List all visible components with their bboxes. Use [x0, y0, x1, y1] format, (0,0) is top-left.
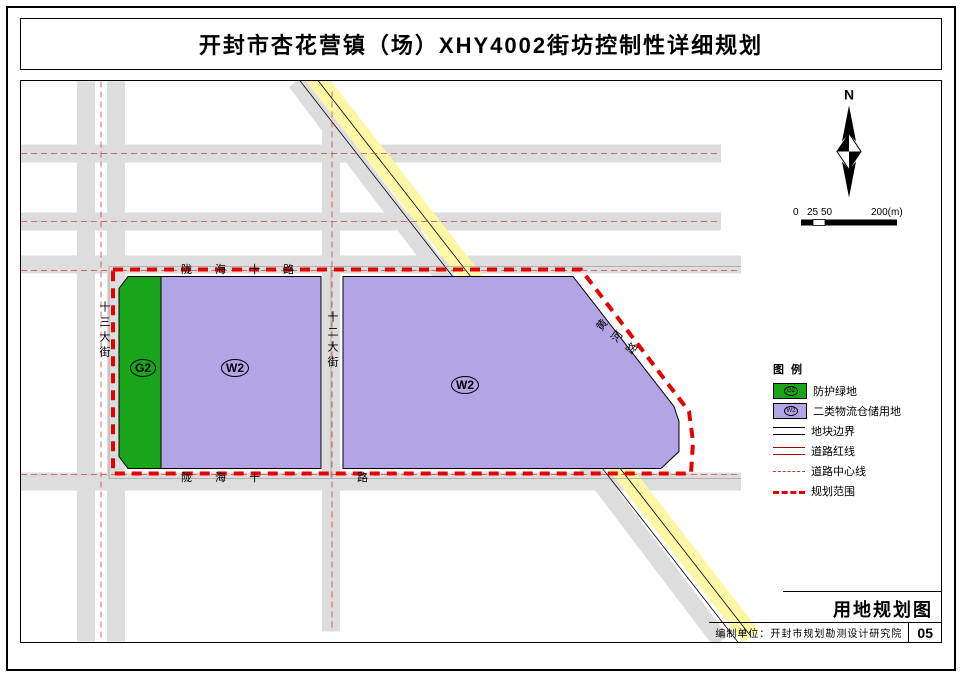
- road-mid-label: 十二大街: [324, 311, 340, 371]
- legend-item-scope: 规划范围: [773, 483, 923, 499]
- legend-title: 图 例: [773, 361, 923, 377]
- plot-w2-right: [343, 277, 679, 469]
- legend-label: 二类物流仓储用地: [813, 403, 901, 419]
- road-north-label: 陇 海 十 路: [181, 261, 304, 277]
- plot-w2b-label: W2: [451, 376, 479, 394]
- legend-item-g2: G2 防护绿地: [773, 383, 923, 399]
- legend-item-w2: W2 二类物流仓储用地: [773, 403, 923, 419]
- scale-25: 25: [807, 207, 818, 218]
- subtitle-box: 用地规划图: [783, 591, 941, 624]
- legend: 图 例 G2 防护绿地 W2 二类物流仓储用地 地块边界 道路红线 道路中心线: [773, 361, 923, 503]
- north-arrow: N: [837, 87, 861, 198]
- plot-g2-label: G2: [130, 359, 156, 377]
- legend-label: 规划范围: [811, 483, 855, 499]
- road-west-label: 十三大街: [96, 301, 112, 361]
- legend-item-redline: 道路红线: [773, 443, 923, 459]
- scale-0: 0: [793, 207, 799, 218]
- subtitle-text: 用地规划图: [833, 600, 933, 620]
- scale-50: 50: [821, 207, 832, 218]
- credit-row: 编制单位：开封市规划勘测设计研究院 05: [709, 622, 941, 642]
- scale-bar: [801, 220, 897, 226]
- title-box: 开封市杏花营镇（场）XHY4002街坊控制性详细规划: [20, 18, 942, 70]
- legend-label: 地块边界: [811, 423, 855, 439]
- title-text: 开封市杏花营镇（场）XHY4002街坊控制性详细规划: [199, 28, 763, 60]
- page-number: 05: [909, 623, 941, 642]
- road-south-label-b: 路: [357, 469, 378, 485]
- legend-label: 防护绿地: [813, 383, 857, 399]
- plot-w2a-label: W2: [221, 359, 249, 377]
- legend-label: 道路中心线: [811, 463, 866, 479]
- legend-item-centerline: 道路中心线: [773, 463, 923, 479]
- scale-200: 200(m): [871, 207, 903, 218]
- north-label: N: [844, 87, 854, 103]
- map-frame: N 0 25 50 200(m) 陇 海 十 路 陇 海 十 路 十三大街 十二…: [20, 80, 942, 643]
- legend-label: 道路红线: [811, 443, 855, 459]
- road-south-label-a: 陇 海 十: [181, 469, 270, 485]
- legend-item-plot: 地块边界: [773, 423, 923, 439]
- credit-text: 编制单位：开封市规划勘测设计研究院: [709, 623, 909, 642]
- page: 开封市杏花营镇（场）XHY4002街坊控制性详细规划: [0, 0, 962, 677]
